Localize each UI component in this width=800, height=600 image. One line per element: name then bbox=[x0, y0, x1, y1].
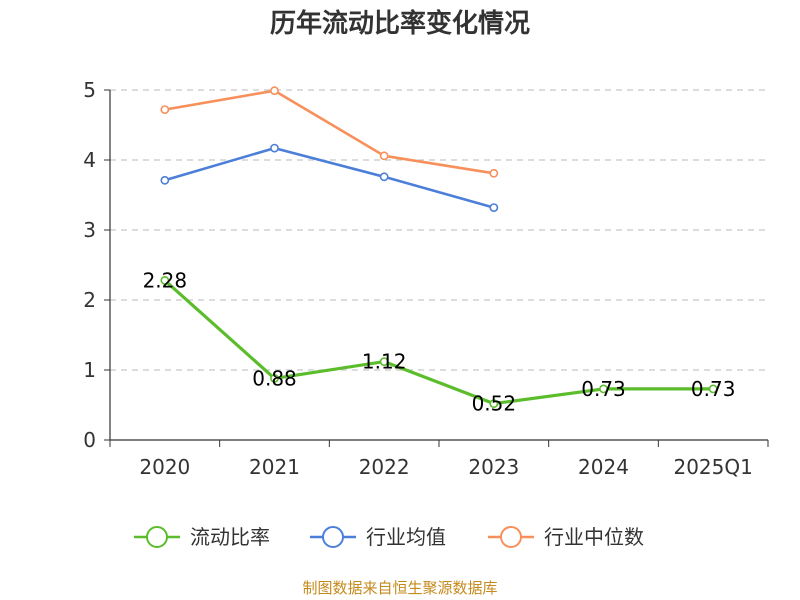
data-point-流动比率-2025Q1 bbox=[708, 384, 718, 394]
x-tick-label-2024: 2024 bbox=[578, 455, 629, 479]
series-流动比率 bbox=[160, 275, 718, 408]
data-point-行业均值-2020 bbox=[160, 175, 170, 185]
axes: 0 1 2 3 4 5 2020 2021 2022 2023 2024 2025Q1 bbox=[83, 78, 769, 479]
data-label-2020: 2.28 bbox=[143, 268, 188, 292]
series-行业均值 bbox=[160, 143, 499, 212]
data-point-行业均值-2022 bbox=[379, 172, 389, 182]
legend-item-行业均值: 行业均值 bbox=[310, 525, 446, 549]
data-point-流动比率-2020 bbox=[160, 275, 170, 285]
series-line-行业中位数 bbox=[164, 89, 495, 175]
y-tick-label-4: 4 bbox=[83, 148, 96, 172]
x-tick-label-2022: 2022 bbox=[359, 455, 410, 479]
series-layer bbox=[160, 86, 718, 408]
x-tick-label-2025Q1: 2025Q1 bbox=[673, 455, 752, 479]
data-point-行业中位数-2023 bbox=[489, 168, 499, 178]
data-point-流动比率-2022 bbox=[379, 357, 389, 366]
legend-label-行业均值: 行业均值 bbox=[366, 525, 446, 549]
legend: 流动比率 行业均值 行业中位数 bbox=[134, 525, 644, 549]
data-label-2024: 0.73 bbox=[581, 377, 626, 401]
source-note: 制图数据来自恒生聚源数据库 bbox=[302, 579, 497, 597]
series-line-行业均值 bbox=[164, 146, 495, 209]
series-行业中位数 bbox=[160, 86, 499, 178]
y-tick-label-1: 1 bbox=[83, 358, 96, 382]
data-point-流动比率-2023 bbox=[489, 399, 499, 408]
x-tick-label-2020: 2020 bbox=[139, 455, 190, 479]
data-label-2021: 0.88 bbox=[252, 366, 297, 390]
data-point-行业均值-2023 bbox=[489, 203, 499, 212]
data-point-行业中位数-2022 bbox=[379, 151, 389, 161]
grid-lines bbox=[110, 89, 768, 371]
data-labels: 2.28 0.88 1.12 0.52 0.73 0.73 bbox=[143, 268, 736, 415]
y-tick-label-0: 0 bbox=[83, 428, 96, 452]
data-point-流动比率-2024 bbox=[599, 384, 608, 394]
legend-label-流动比率: 流动比率 bbox=[190, 525, 270, 549]
data-point-行业均值-2021 bbox=[270, 143, 279, 153]
x-tick-label-2023: 2023 bbox=[468, 455, 519, 479]
legend-item-流动比率: 流动比率 bbox=[134, 525, 270, 549]
y-tick-label-5: 5 bbox=[83, 78, 96, 102]
legend-label-行业中位数: 行业中位数 bbox=[544, 525, 644, 549]
data-point-流动比率-2021 bbox=[270, 373, 279, 383]
chart-title: 历年流动比率变化情况 bbox=[270, 8, 530, 39]
legend-item-行业中位数: 行业中位数 bbox=[488, 525, 644, 549]
legend-marker-流动比率 bbox=[146, 526, 168, 548]
data-label-2025Q1: 0.73 bbox=[691, 377, 736, 401]
y-tick-label-2: 2 bbox=[83, 288, 96, 312]
data-label-2023: 0.52 bbox=[472, 392, 517, 416]
data-point-行业中位数-2020 bbox=[160, 105, 170, 114]
x-tick-label-2021: 2021 bbox=[249, 455, 300, 479]
legend-marker-行业中位数 bbox=[500, 526, 522, 548]
y-tick-label-3: 3 bbox=[83, 218, 96, 242]
data-point-行业中位数-2021 bbox=[270, 86, 279, 96]
data-label-2022: 1.12 bbox=[362, 350, 407, 374]
legend-marker-行业均值 bbox=[322, 526, 344, 548]
series-line-流动比率 bbox=[163, 279, 714, 406]
